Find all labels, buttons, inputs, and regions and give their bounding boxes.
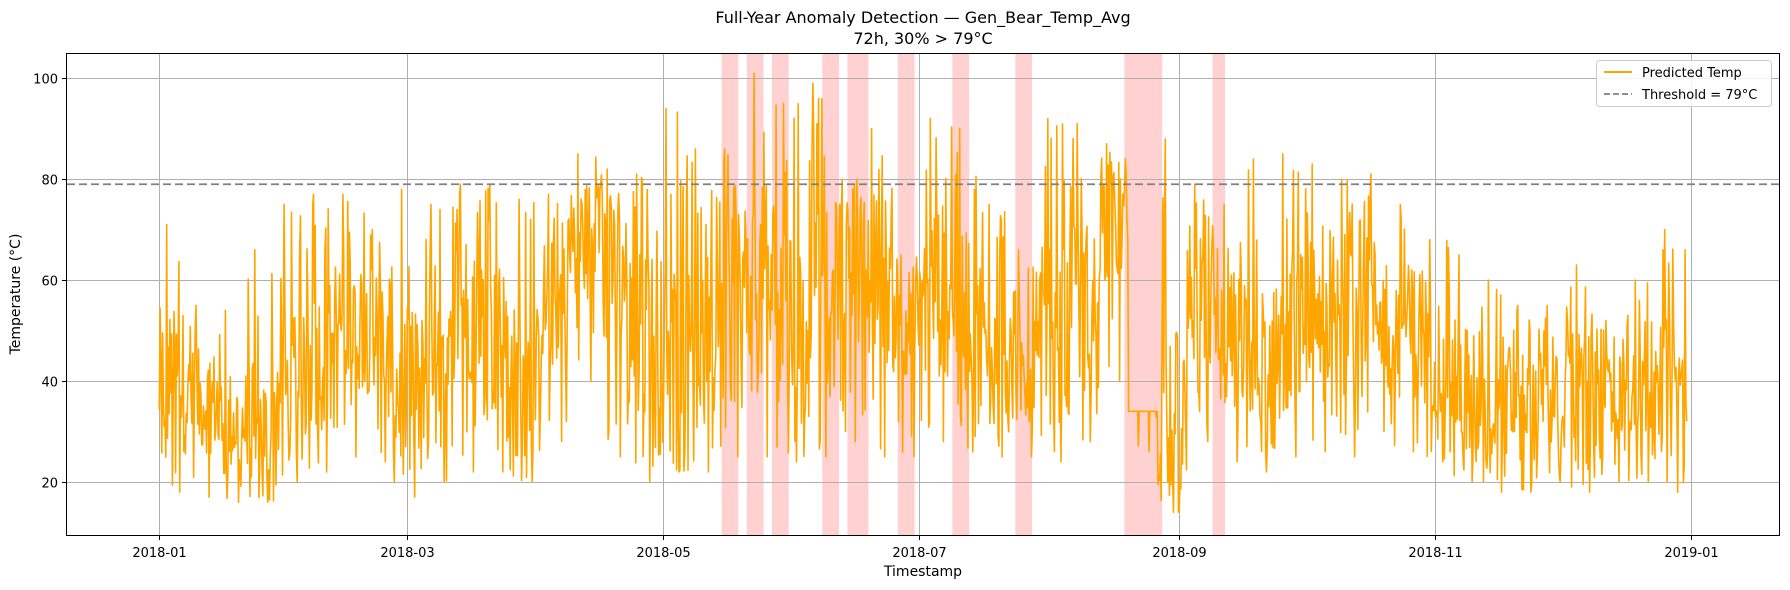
anomaly-span xyxy=(1212,54,1226,535)
x-tick-label: 2018-03 xyxy=(380,546,434,561)
chart-subtitle: 72h, 30% > 79°C xyxy=(853,29,992,48)
x-tick-label: 2018-11 xyxy=(1408,546,1462,561)
x-tick-label: 2019-01 xyxy=(1664,546,1718,561)
y-tick-label: 40 xyxy=(41,376,58,391)
legend-box xyxy=(1596,60,1772,107)
x-tick-label: 2018-07 xyxy=(892,546,946,561)
y-axis-label: Temperature (°C) xyxy=(8,234,24,356)
anomaly-span xyxy=(1124,54,1163,535)
legend: Predicted Temp Threshold = 79°C xyxy=(1596,60,1772,107)
x-axis-label: Timestamp xyxy=(883,564,962,580)
predicted-temp-line xyxy=(158,72,1688,514)
x-tick-label: 2018-09 xyxy=(1152,546,1206,561)
y-tick-label: 20 xyxy=(41,477,58,492)
y-tick-label: 80 xyxy=(41,174,58,189)
legend-threshold-label: Threshold = 79°C xyxy=(1641,88,1757,103)
x-axis-ticks: 2018-01 2018-03 2018-05 2018-07 2018-09 2018-… xyxy=(132,535,1719,561)
y-axis-ticks: 20 40 60 80 100 xyxy=(33,73,67,492)
y-tick-label: 60 xyxy=(41,275,58,290)
series-group xyxy=(158,72,1688,514)
x-tick-label: 2018-05 xyxy=(636,546,690,561)
x-tick-label: 2018-01 xyxy=(132,546,186,561)
anomaly-span xyxy=(1015,54,1033,535)
y-tick-label: 100 xyxy=(33,73,58,88)
grid xyxy=(67,54,1779,535)
legend-series-label: Predicted Temp xyxy=(1642,66,1742,81)
plot-frame xyxy=(66,53,1780,536)
chart-title: Full-Year Anomaly Detection — Gen_Bear_T… xyxy=(715,8,1130,28)
